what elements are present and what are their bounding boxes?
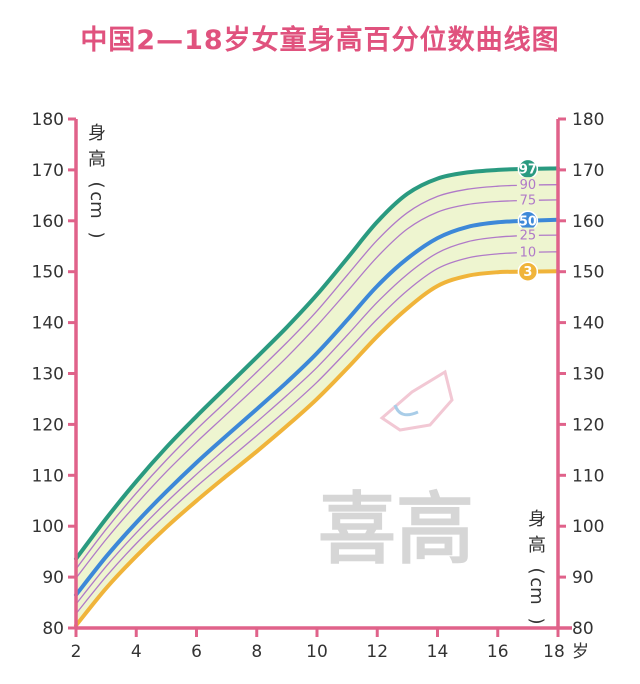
y-axis-label-char: 身 <box>88 123 106 144</box>
y-tick-label-right: 110 <box>572 466 604 486</box>
y-axis-label-char: cm <box>526 577 547 604</box>
watermark-logo-swoosh <box>393 404 419 417</box>
chart-title: 中国2—18岁女童身高百分位数曲线图 <box>80 25 560 56</box>
y-axis-label-char: ( <box>526 567 547 574</box>
y-tick-label-right: 80 <box>572 619 594 639</box>
y-tick-label-right: 150 <box>572 263 604 283</box>
y-axis-label-char: 高 <box>528 535 546 556</box>
x-tick-label: 10 <box>306 642 328 662</box>
y-axis-label-char: ) <box>86 231 107 238</box>
y-tick-label-right: 130 <box>572 365 604 385</box>
x-tick-label: 4 <box>131 642 142 662</box>
y-axis-label-char: ) <box>526 617 547 624</box>
series-label-p25: 25 <box>520 229 537 244</box>
y-tick-label-left: 180 <box>32 110 64 130</box>
x-tick-label: 16 <box>487 642 509 662</box>
y-tick-label-left: 160 <box>32 212 64 232</box>
y-tick-label-right: 180 <box>572 110 604 130</box>
y-axis-label-char: cm <box>86 191 107 218</box>
y-tick-label-left: 150 <box>32 263 64 283</box>
y-tick-label-right: 170 <box>572 161 604 181</box>
y-tick-label-right: 90 <box>572 568 594 588</box>
series-label-p50: 50 <box>519 214 537 229</box>
y-tick-label-left: 140 <box>32 314 64 334</box>
x-tick-label: 18 <box>543 642 565 662</box>
x-tick-label: 12 <box>366 642 388 662</box>
watermark-text: 喜高 <box>318 485 474 575</box>
series-label-p75: 75 <box>520 193 537 208</box>
series-end-marker-p3 <box>517 261 539 282</box>
y-tick-label-left: 120 <box>32 415 64 435</box>
y-tick-label-left: 170 <box>32 161 64 181</box>
y-tick-label-left: 110 <box>32 466 64 486</box>
series-label-bg-p90 <box>516 177 539 192</box>
x-tick-label: 14 <box>427 642 449 662</box>
series-label-p3: 3 <box>523 265 532 280</box>
y-tick-label-right: 140 <box>572 314 604 334</box>
series-line-p90 <box>75 184 559 570</box>
y-tick-label-right: 160 <box>572 212 604 232</box>
y-axis-label-char: 身 <box>528 509 546 530</box>
y-tick-label-left: 80 <box>42 619 64 639</box>
y-tick-label-left: 90 <box>42 568 64 588</box>
series-line-p97 <box>74 166 560 561</box>
x-tick-label: 6 <box>191 642 202 662</box>
y-axis-label-left: 身高 ( cm) <box>86 123 107 239</box>
series-line-p3 <box>74 269 560 628</box>
series-label-bg-p75 <box>516 192 539 207</box>
series-label-bg-p25 <box>516 227 539 242</box>
series-label-p90: 90 <box>520 178 537 193</box>
series-label-p10: 10 <box>520 245 537 260</box>
y-axis-label-right: 身高 ( cm) <box>526 509 547 625</box>
series-line-p25 <box>75 234 559 605</box>
series-line-p10 <box>75 251 559 615</box>
watermark-logo-mark <box>379 369 454 432</box>
y-axis-label-char: ( <box>86 181 107 188</box>
x-tick-label: 2 <box>71 642 82 662</box>
y-tick-label-left: 130 <box>32 365 64 385</box>
y-tick-label-left: 100 <box>32 517 64 537</box>
x-tick-label: 8 <box>251 642 262 662</box>
x-axis-unit: 岁 <box>572 642 589 662</box>
y-tick-label-right: 100 <box>572 517 604 537</box>
y-tick-label-right: 120 <box>572 415 604 435</box>
series-label-bg-p10 <box>516 244 539 259</box>
series-line-p50 <box>74 217 560 597</box>
series-line-p75 <box>75 199 559 579</box>
series-label-p97: 97 <box>519 162 537 177</box>
y-axis-label-char: 高 <box>88 149 106 170</box>
